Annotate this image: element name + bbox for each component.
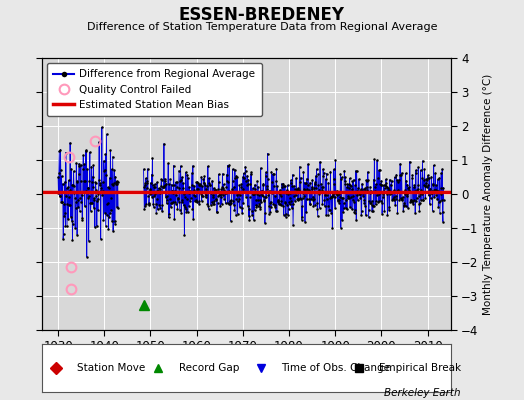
Text: Time of Obs. Change: Time of Obs. Change xyxy=(281,363,390,373)
Text: Berkeley Earth: Berkeley Earth xyxy=(385,388,461,398)
Text: Empirical Break: Empirical Break xyxy=(379,363,461,373)
Legend: Difference from Regional Average, Quality Control Failed, Estimated Station Mean: Difference from Regional Average, Qualit… xyxy=(47,63,261,116)
Text: Record Gap: Record Gap xyxy=(179,363,239,373)
Text: Station Move: Station Move xyxy=(77,363,145,373)
Text: ESSEN-BREDENEY: ESSEN-BREDENEY xyxy=(179,6,345,24)
Text: Difference of Station Temperature Data from Regional Average: Difference of Station Temperature Data f… xyxy=(87,22,437,32)
Y-axis label: Monthly Temperature Anomaly Difference (°C): Monthly Temperature Anomaly Difference (… xyxy=(483,73,493,315)
